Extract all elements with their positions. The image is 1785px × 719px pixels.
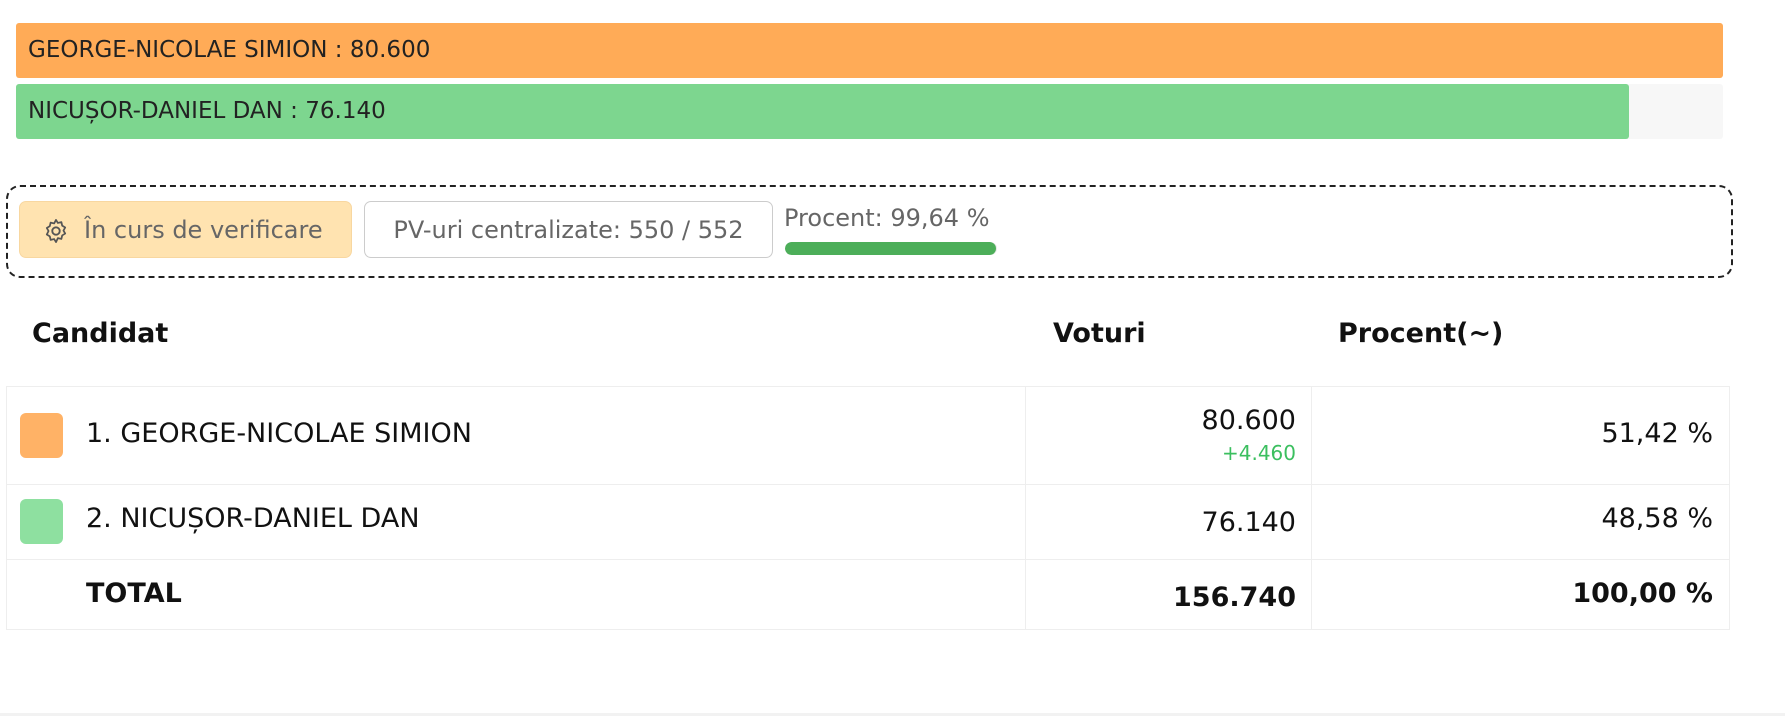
bar: [16, 84, 1629, 139]
col-divider: [1311, 386, 1312, 630]
bar-track: GEORGE-NICOLAE SIMION : 80.600: [16, 23, 1723, 78]
pv-badge: PV-uri centralizate: 550 / 552: [364, 201, 773, 258]
percent-label: Procent: 99,64 %: [784, 204, 990, 232]
progress-track: [785, 242, 997, 255]
column-header: Voturi: [1053, 318, 1146, 349]
votes-delta: +4.460: [1221, 441, 1296, 465]
footer-line: [0, 713, 1785, 716]
row-divider: [6, 484, 1730, 485]
column-header: Candidat: [32, 318, 169, 349]
total-percent: 100,00 %: [1572, 578, 1713, 609]
status-badge: În curs de verificare: [19, 201, 352, 258]
color-swatch: [20, 499, 63, 544]
votes: 80.600: [1201, 405, 1296, 436]
bar-label: GEORGE-NICOLAE SIMION : 80.600: [28, 37, 431, 63]
bar-label: NICUȘOR-DANIEL DAN : 76.140: [28, 98, 386, 124]
percent: 51,42 %: [1601, 418, 1713, 449]
color-swatch: [20, 413, 63, 458]
total-votes: 156.740: [1173, 582, 1296, 613]
bar: [16, 23, 1723, 78]
col-divider: [1025, 386, 1026, 630]
row-divider: [6, 559, 1730, 560]
candidate-name: 1. GEORGE-NICOLAE SIMION: [86, 418, 472, 449]
column-header: Procent(~): [1338, 318, 1504, 349]
total-label: TOTAL: [86, 578, 182, 609]
percent: 48,58 %: [1601, 503, 1713, 534]
status-box: [6, 185, 1733, 278]
gear-icon: [45, 219, 67, 243]
candidate-name: 2. NICUȘOR-DANIEL DAN: [86, 503, 420, 534]
table: [6, 386, 1730, 630]
status-text: În curs de verificare: [84, 216, 323, 244]
progress-bar: [785, 242, 997, 255]
bar-track: NICUȘOR-DANIEL DAN : 76.140: [16, 84, 1723, 139]
votes: 76.140: [1201, 507, 1296, 538]
